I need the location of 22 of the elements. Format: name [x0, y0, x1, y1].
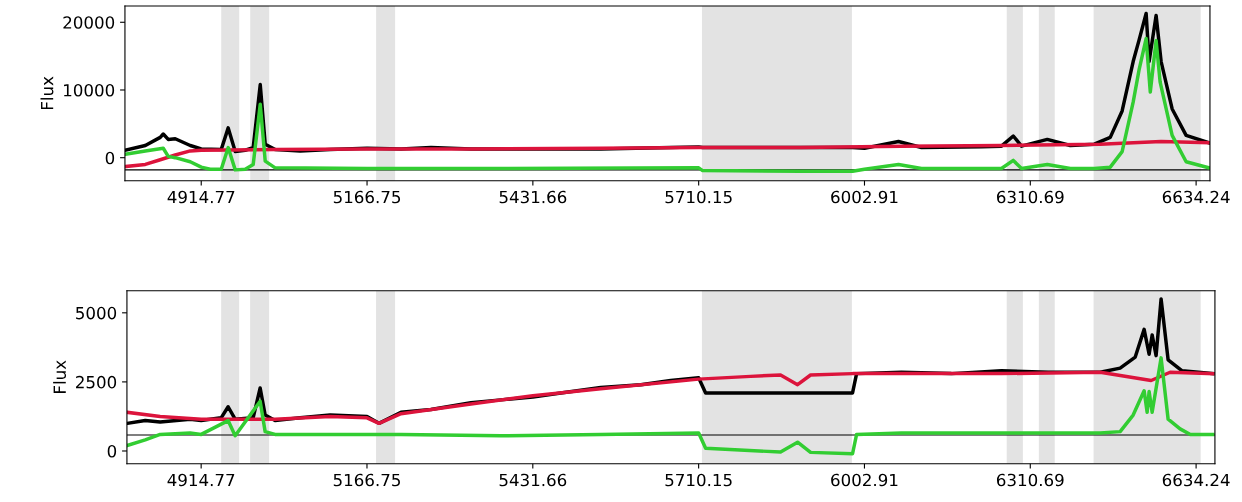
x-tick-label: 5166.75: [333, 190, 401, 204]
y-tick-label: 20000: [63, 16, 115, 29]
x-tick-label: 6310.69: [996, 473, 1064, 487]
y-axis-title: Flux: [53, 360, 67, 393]
y-tick-label: 10000: [64, 83, 115, 97]
y-tick-label: 0: [105, 151, 115, 165]
x-tick-label: 5431.66: [499, 190, 567, 204]
x-tick-label: 6310.69: [997, 190, 1064, 204]
x-tick-label: 5710.15: [665, 473, 732, 487]
x-tick-label: 6002.91: [831, 190, 898, 204]
x-tick-label: 4914.77: [167, 190, 235, 204]
y-tick-label: 5000: [76, 306, 117, 320]
x-tick-label: 6634.24: [1162, 190, 1230, 204]
y-axis-title: Flux: [40, 76, 54, 110]
x-tick-label: 5710.15: [665, 190, 732, 204]
y-tick-label: 0: [107, 444, 117, 458]
x-tick-label: 4914.77: [167, 473, 235, 487]
x-tick-label: 5431.66: [499, 473, 567, 487]
x-tick-label: 6634.24: [1162, 473, 1230, 487]
x-tick-label: 5166.75: [333, 473, 400, 487]
x-tick-label: 6002.91: [831, 473, 898, 487]
y-tick-label: 2500: [76, 375, 117, 389]
